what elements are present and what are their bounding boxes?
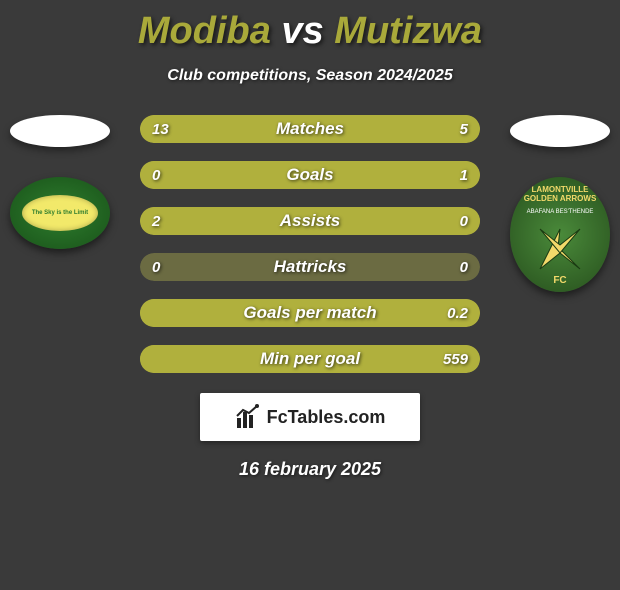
footer-site-text: FcTables.com [267,407,386,428]
subtitle: Club competitions, Season 2024/2025 [0,67,620,85]
stat-bar: 135Matches [140,115,480,143]
player1-club-logo: The Sky is the Limit [10,177,110,249]
player2-club-logo: LAMONTVILLEGOLDEN ARROWS ABAFANA BES'THE… [510,177,610,292]
player1-column: The Sky is the Limit [10,115,110,249]
footer-badge: FcTables.com [200,393,420,441]
arrows-icon [530,219,590,279]
club2-fc: FC [510,275,610,286]
player2-column: LAMONTVILLEGOLDEN ARROWS ABAFANA BES'THE… [510,115,610,292]
fctables-logo-icon [235,404,261,430]
club2-top: LAMONTVILLEGOLDEN ARROWS [510,185,610,203]
stat-bar: 0.2Goals per match [140,299,480,327]
stat-label: Goals per match [140,299,480,327]
club2-mid: ABAFANA BES'THENDE [510,209,610,215]
player1-avatar [10,115,110,147]
player1-name: Modiba [138,10,271,52]
stat-bar: 20Assists [140,207,480,235]
stat-bar: 559Min per goal [140,345,480,373]
content-area: The Sky is the Limit LAMONTVILLEGOLDEN A… [0,115,620,373]
club1-inner-text: The Sky is the Limit [22,195,98,231]
stat-label: Min per goal [140,345,480,373]
stat-label: Goals [140,161,480,189]
stat-bar: 00Hattricks [140,253,480,281]
player2-name: Mutizwa [334,10,482,52]
comparison-title: Modiba vs Mutizwa [0,10,620,53]
vs-text: vs [281,10,323,52]
stat-label: Assists [140,207,480,235]
player2-avatar [510,115,610,147]
stat-label: Matches [140,115,480,143]
date-text: 16 february 2025 [0,459,620,480]
stat-bar: 01Goals [140,161,480,189]
stat-label: Hattricks [140,253,480,281]
stat-bars: 135Matches 01Goals 20Assists 00Hattricks 0.2… [140,115,480,373]
